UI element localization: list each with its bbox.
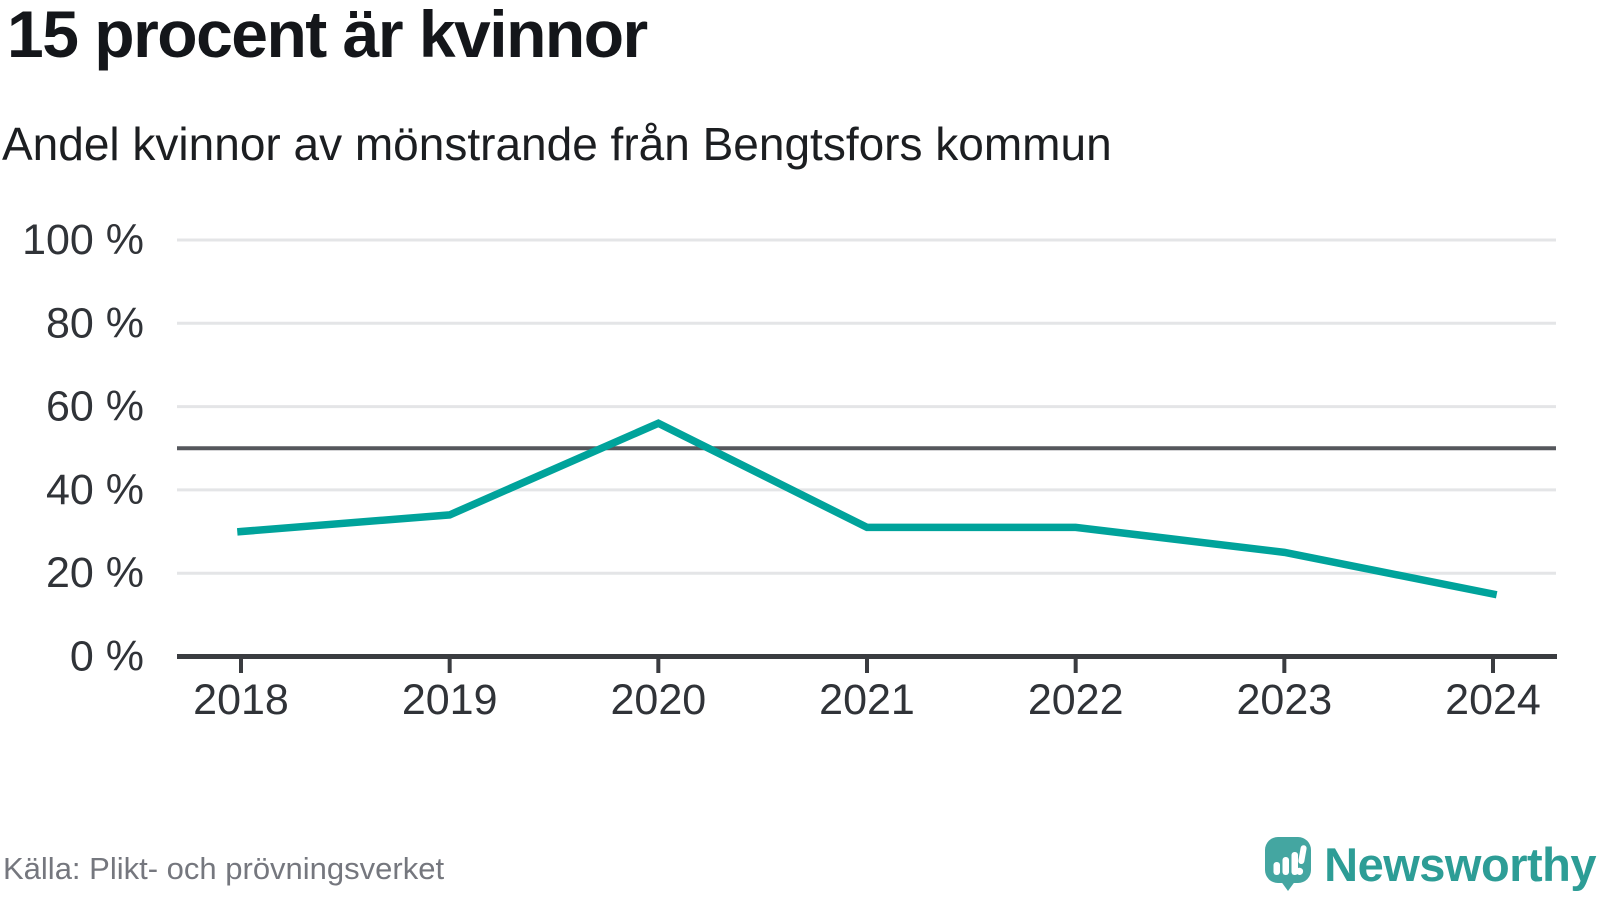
newsworthy-bar-chart-bubble-icon bbox=[1265, 837, 1312, 891]
chart-subtitle: Andel kvinnor av mönstrande från Bengtsf… bbox=[2, 118, 1112, 170]
x-tick-label: 2018 bbox=[193, 676, 289, 724]
logo-bar-2 bbox=[1282, 857, 1290, 875]
logo-bar-1 bbox=[1273, 862, 1281, 875]
x-tick-label: 2020 bbox=[610, 676, 706, 724]
y-tick-label: 80 % bbox=[46, 299, 144, 347]
y-tick-label: 100 % bbox=[22, 216, 144, 264]
source-note: Källa: Plikt- och prövningsverket bbox=[3, 851, 445, 886]
y-tick-label: 0 % bbox=[70, 633, 144, 681]
newsworthy-wordmark: Newsworthy bbox=[1324, 837, 1596, 891]
x-tick-label: 2022 bbox=[1028, 676, 1124, 724]
newsworthy-logo: Newsworthy bbox=[1265, 837, 1596, 891]
data-line bbox=[236, 419, 1498, 599]
y-tick-label: 40 % bbox=[46, 466, 144, 514]
x-tick-label: 2024 bbox=[1445, 676, 1541, 724]
chart-title: 15 procent är kvinnor bbox=[7, 0, 648, 71]
y-tick-label: 20 % bbox=[46, 549, 144, 597]
logo-exclamation-mark bbox=[1296, 845, 1307, 875]
x-tick-label: 2021 bbox=[819, 676, 915, 724]
x-tick-label: 2019 bbox=[402, 676, 498, 724]
x-tick-label: 2023 bbox=[1236, 676, 1332, 724]
logo-bubble-tail bbox=[1280, 880, 1297, 891]
logo-bar-3 bbox=[1291, 852, 1299, 875]
y-tick-label: 60 % bbox=[46, 383, 144, 431]
